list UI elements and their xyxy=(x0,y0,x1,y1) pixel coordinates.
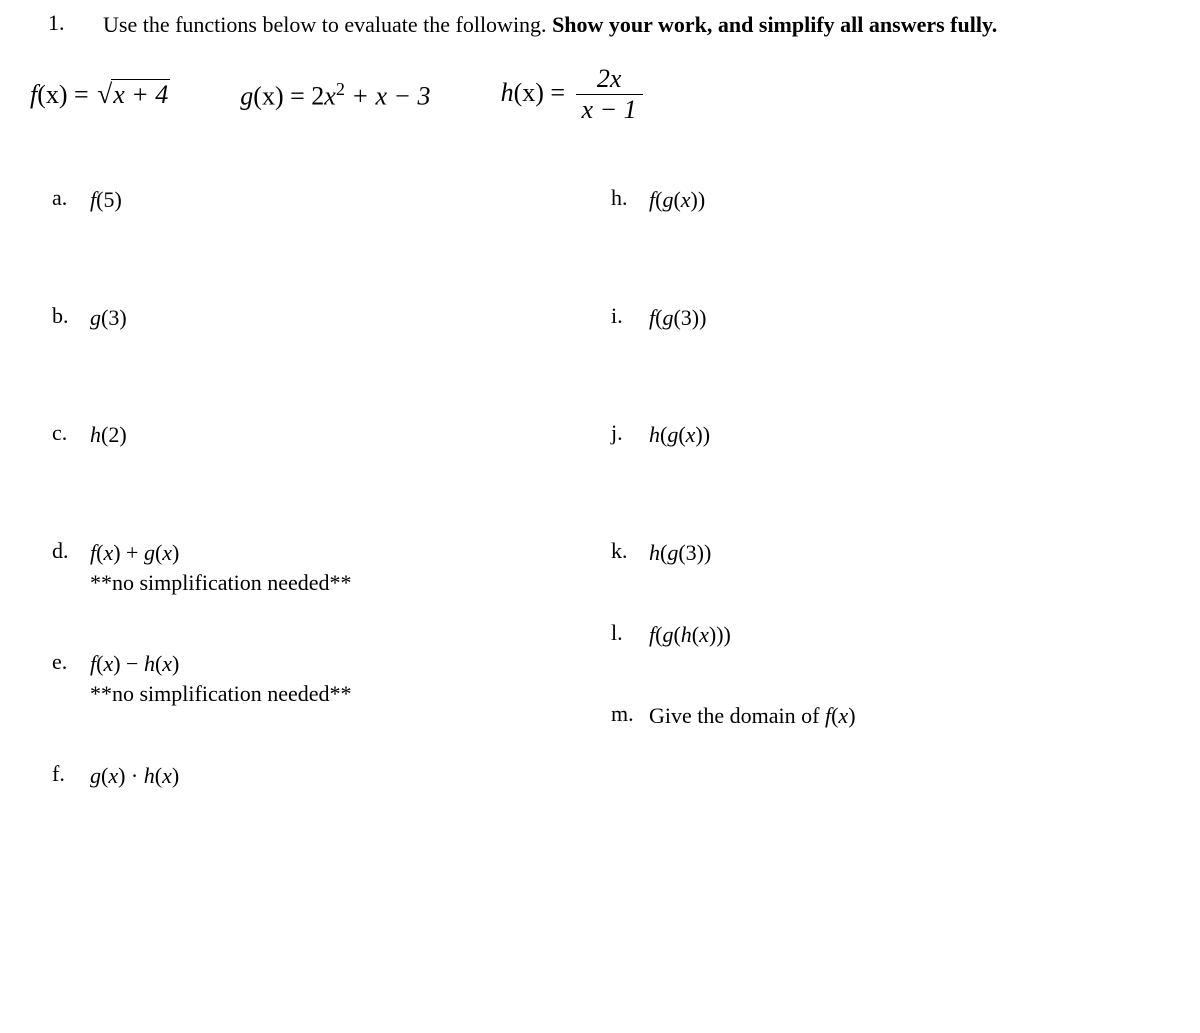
part-body: f(g(h(x))) xyxy=(649,620,731,650)
part-label: m. xyxy=(611,701,649,727)
stem-text: Use the functions below to evaluate the … xyxy=(103,10,997,41)
part-body: h(g(3)) xyxy=(649,538,711,568)
part-label: f. xyxy=(52,761,90,787)
g-post: + x − 3 xyxy=(345,81,431,110)
part: d.f(x) + g(x)**no simplification needed*… xyxy=(52,538,611,597)
part-label: a. xyxy=(52,185,90,211)
part-label: d. xyxy=(52,538,90,564)
g-name: g xyxy=(240,81,253,110)
part-body: f(g(3)) xyxy=(649,303,706,333)
part: b.g(3) xyxy=(52,303,611,333)
h-arg: (x) = xyxy=(514,78,572,107)
function-h: h(x) = 2xx − 1 xyxy=(501,65,647,125)
part-label: c. xyxy=(52,420,90,446)
part-label: j. xyxy=(611,420,649,446)
h-name: h xyxy=(501,78,514,107)
part-label: h. xyxy=(611,185,649,211)
part: c.h(2) xyxy=(52,420,611,450)
part-label: i. xyxy=(611,303,649,329)
g-exponent: 2 xyxy=(336,79,345,99)
part-label: l. xyxy=(611,620,649,646)
part-body: f(g(x)) xyxy=(649,185,705,215)
part: i.f(g(3)) xyxy=(611,303,1170,333)
f-radicand: x + 4 xyxy=(111,79,170,110)
right-column: h.f(g(x))i.f(g(3))j.h(g(x))k.h(g(3))l.f(… xyxy=(611,185,1170,879)
part: h.f(g(x)) xyxy=(611,185,1170,215)
part-body: f(x) − h(x)**no simplification needed** xyxy=(90,649,352,708)
function-g: g(x) = 2x2 + x − 3 xyxy=(240,79,430,112)
h-fraction: 2xx − 1 xyxy=(576,65,643,125)
h-numerator: 2x xyxy=(576,65,643,96)
part-body: h(g(x)) xyxy=(649,420,710,450)
g-pre: (x) = 2 xyxy=(253,81,324,110)
part-body: g(3) xyxy=(90,303,127,333)
part-label: k. xyxy=(611,538,649,564)
part: j.h(g(x)) xyxy=(611,420,1170,450)
part: e.f(x) − h(x)**no simplification needed*… xyxy=(52,649,611,708)
part: m.Give the domain of f(x) xyxy=(611,701,1170,731)
part: f.g(x) · h(x) xyxy=(52,761,611,791)
function-definitions: f(x) = x + 4 g(x) = 2x2 + x − 3 h(x) = 2… xyxy=(30,65,1170,125)
question-stem: 1. Use the functions below to evaluate t… xyxy=(30,10,1170,41)
part: k.h(g(3)) xyxy=(611,538,1170,568)
part-label: b. xyxy=(52,303,90,329)
part-body: f(x) + g(x)**no simplification needed** xyxy=(90,538,352,597)
left-column: a.f(5) b.g(3) c.h(2) d.f(x) + g(x)**no simp… xyxy=(30,185,611,879)
stem-bold: Show your work, and simplify all answers… xyxy=(552,12,997,37)
part-note: **no simplification needed** xyxy=(90,568,352,598)
part-body: f(5) xyxy=(90,185,122,215)
part-body: h(2) xyxy=(90,420,127,450)
parts-columns: a.f(5) b.g(3) c.h(2) d.f(x) + g(x)**no simp… xyxy=(30,185,1170,879)
function-f: f(x) = x + 4 xyxy=(30,79,170,110)
sqrt-symbol: x + 4 xyxy=(95,79,170,110)
part-note: **no simplification needed** xyxy=(90,679,352,709)
part: l.f(g(h(x))) xyxy=(611,620,1170,650)
h-denominator: x − 1 xyxy=(576,95,643,125)
f-arg: (x) = xyxy=(37,80,95,109)
stem-prefix: Use the functions below to evaluate the … xyxy=(103,12,552,37)
g-var: x xyxy=(324,81,336,110)
part: a.f(5) xyxy=(52,185,611,215)
part-body: g(x) · h(x) xyxy=(90,761,179,791)
question-number: 1. xyxy=(30,10,103,36)
part-label: e. xyxy=(52,649,90,675)
part-body: Give the domain of f(x) xyxy=(649,701,856,731)
